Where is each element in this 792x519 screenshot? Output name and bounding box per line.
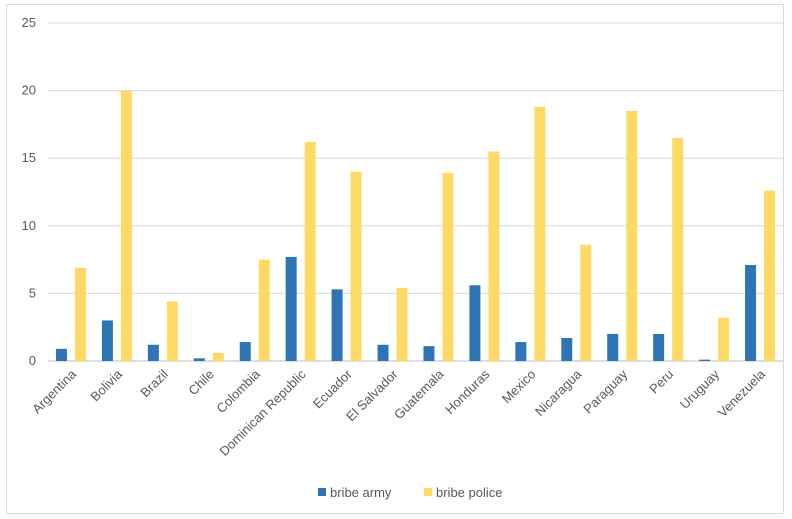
x-tick-label: Argentina: [29, 366, 80, 417]
y-tick-label: 25: [22, 15, 36, 30]
y-axis: 0 5 10 15 20 25: [22, 15, 36, 368]
bar-bribe-police: [580, 244, 592, 361]
y-tick-label: 0: [29, 353, 36, 368]
bar-bribe-army: [561, 338, 573, 361]
bar-bribe-police: [304, 141, 316, 361]
x-tick-label: Venezuela: [715, 366, 769, 420]
x-tick-label: Ecuador: [310, 366, 355, 411]
bar-bribe-police: [672, 137, 684, 361]
bar-bribe-army: [607, 333, 619, 361]
legend-label: bribe police: [436, 485, 503, 500]
bar-bribe-police: [74, 267, 86, 361]
bar-bribe-army: [423, 346, 435, 361]
bar-bribe-police: [166, 301, 178, 361]
bar-bribe-police: [258, 259, 270, 361]
bar-bribe-army: [285, 256, 297, 361]
bar-bribe-army: [101, 320, 113, 361]
bar-bribe-army: [377, 344, 389, 361]
legend-swatch: [424, 488, 432, 496]
x-tick-label: Bolivia: [87, 366, 125, 404]
chart-frame: [6, 4, 784, 514]
y-tick-label: 10: [22, 218, 36, 233]
bar-bribe-army: [331, 289, 343, 361]
bar-bribe-army: [515, 342, 527, 361]
bar-bribe-police: [718, 317, 730, 361]
x-tick-label: Dominican Republic: [216, 366, 309, 459]
x-tick-label: Peru: [646, 367, 676, 397]
bar-bribe-army: [469, 285, 481, 361]
bar-bribe-police: [534, 106, 546, 361]
bar-bribe-police: [396, 287, 408, 361]
bar-bribe-police: [488, 151, 500, 361]
y-tick-label: 5: [29, 285, 36, 300]
bar-bribe-army: [55, 348, 67, 361]
x-axis: Argentina Bolivia Brazil ChileColombiaDomin…: [29, 366, 769, 459]
bar-bribe-army: [239, 342, 251, 361]
bar-bribe-army: [653, 333, 665, 361]
bar-bribe-police: [350, 171, 362, 361]
bar-bribe-army: [699, 359, 711, 361]
bar-bribe-police: [626, 110, 638, 361]
bars: [55, 90, 776, 361]
legend-swatch: [318, 488, 326, 496]
x-tick-label: Chile: [185, 367, 217, 399]
x-tick-label: Honduras: [442, 366, 493, 417]
x-tick-label: Mexico: [499, 367, 539, 407]
bar-bribe-army: [193, 358, 205, 361]
bar-bribe-police: [120, 90, 132, 361]
bar-bribe-police: [764, 190, 776, 361]
x-tick-label: Paraguay: [580, 366, 630, 416]
y-tick-label: 15: [22, 150, 36, 165]
x-tick-label: Uruguay: [677, 366, 723, 412]
bar-bribe-police: [442, 173, 454, 361]
x-tick-label: Brazil: [137, 366, 171, 400]
bar-bribe-army: [147, 344, 159, 361]
x-tick-label: Guatemala: [391, 366, 447, 422]
bar-bribe-police: [212, 352, 224, 361]
bar-bribe-army: [745, 265, 757, 361]
x-tick-label: Nicaragua: [532, 366, 585, 419]
legend: bribe army bribe police: [318, 485, 503, 500]
legend-label: bribe army: [330, 485, 392, 500]
y-tick-label: 20: [22, 83, 36, 98]
